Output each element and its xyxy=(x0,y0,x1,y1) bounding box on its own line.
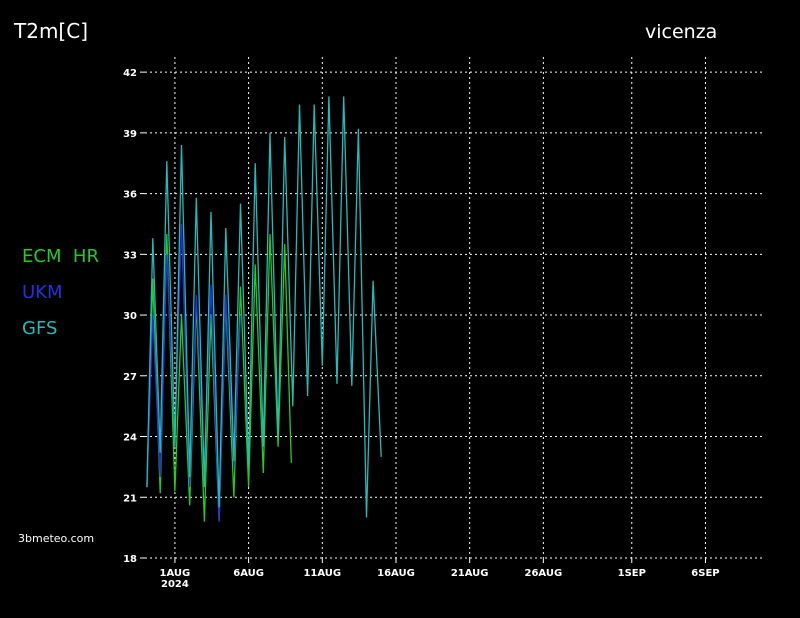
year-label: 2024 xyxy=(161,579,189,590)
y-tick-label: 24 xyxy=(123,433,137,444)
y-tick-label: 42 xyxy=(123,68,137,79)
chart-title: T2m[C] xyxy=(13,19,88,43)
y-tick-label: 33 xyxy=(123,250,137,261)
series-line xyxy=(146,223,242,522)
y-tick-label: 39 xyxy=(123,129,137,140)
x-tick-label: 6AUG xyxy=(233,568,264,579)
credit: 3bmeteo.com xyxy=(18,532,94,545)
series-line xyxy=(146,96,382,518)
y-tick-label: 21 xyxy=(123,493,137,504)
y-tick-label: 36 xyxy=(123,190,137,201)
x-tick-label: 6SEP xyxy=(691,568,719,579)
x-tick-label: 16AUG xyxy=(377,568,415,579)
legend-entry: UKM xyxy=(22,282,63,303)
x-tick-label: 26AUG xyxy=(525,568,563,579)
location: vicenza xyxy=(645,21,717,43)
legend-entry: GFS xyxy=(22,318,57,339)
y-tick-label: 27 xyxy=(123,372,137,383)
y-tick-label: 18 xyxy=(123,554,137,565)
x-tick-label: 21AUG xyxy=(451,568,489,579)
x-tick-label: 1AUG xyxy=(160,568,191,579)
legend-entry: ECM HR xyxy=(22,246,99,267)
y-tick-label: 30 xyxy=(123,311,137,322)
x-tick-label: 11AUG xyxy=(303,568,341,579)
x-tick-label: 1SEP xyxy=(618,568,646,579)
